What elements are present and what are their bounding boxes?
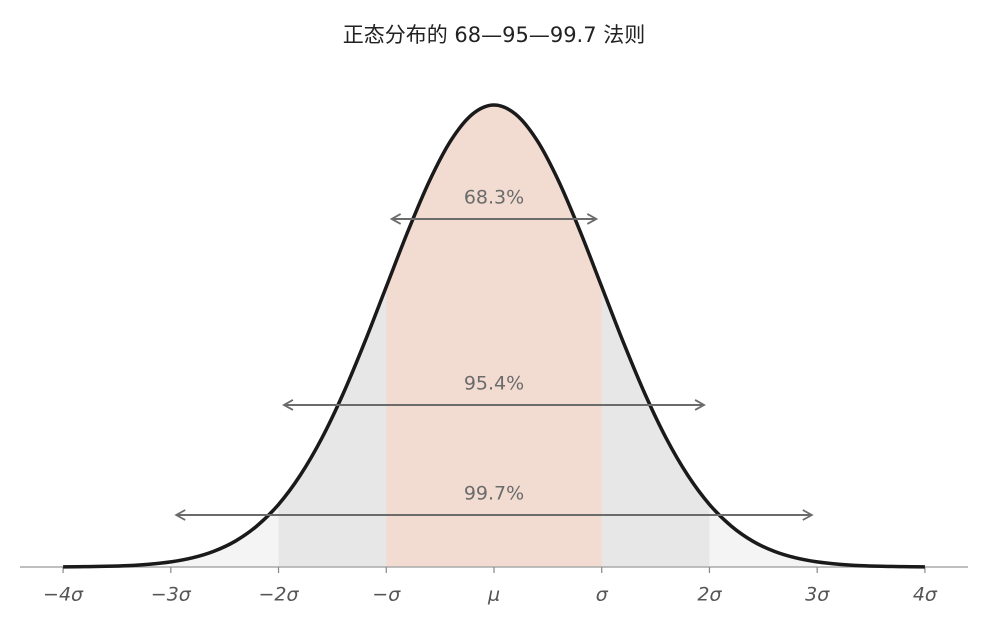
x-tick-label: μ — [487, 584, 500, 606]
x-tick-label: σ — [596, 584, 609, 606]
x-tick-label: −σ — [372, 584, 401, 606]
x-tick-label: 3σ — [805, 584, 830, 606]
x-tick-label: 4σ — [913, 584, 938, 606]
interval-label: 95.4% — [464, 372, 524, 394]
chart-title: 正态分布的 68—95—99.7 法则 — [343, 23, 646, 47]
interval-label: 99.7% — [464, 482, 524, 504]
x-tick-label: 2σ — [697, 584, 722, 606]
x-tick-label: −4σ — [43, 584, 84, 606]
x-tick-label: −3σ — [151, 584, 192, 606]
density-curve — [63, 103, 925, 569]
x-tick-label: −2σ — [259, 584, 300, 606]
interval-label: 68.3% — [464, 186, 524, 208]
